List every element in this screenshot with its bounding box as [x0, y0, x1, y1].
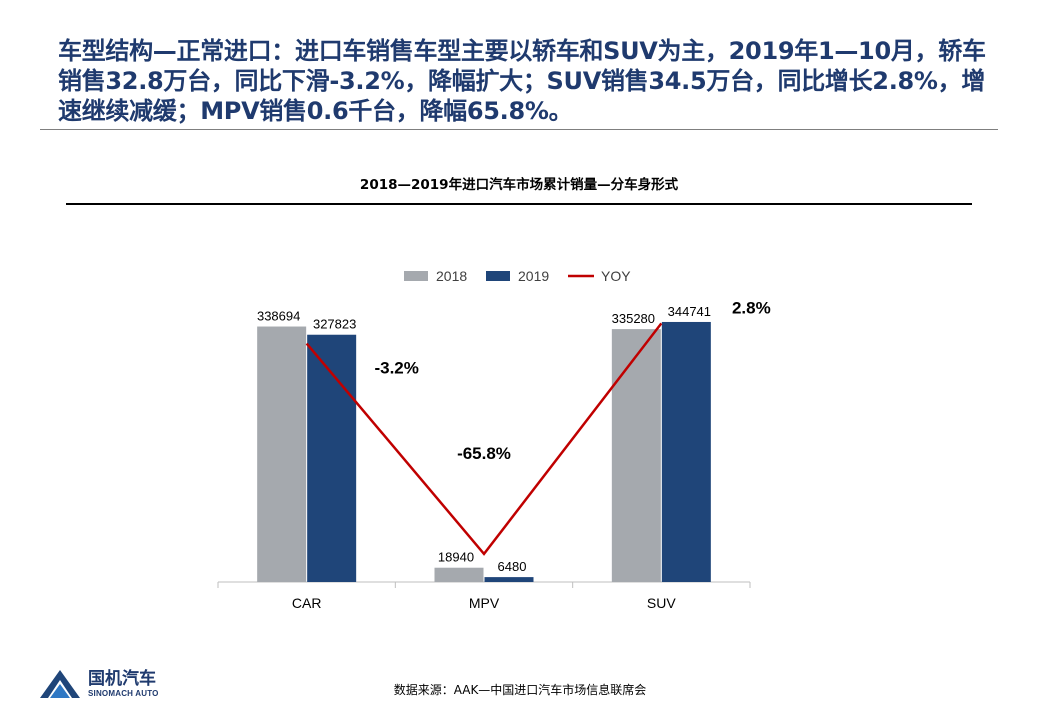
company-logo: 国机汽车 SINOMACH AUTO: [38, 664, 188, 704]
header-divider: [40, 129, 998, 130]
legend-label-2018: 2018: [436, 268, 467, 284]
logo-name-en: SINOMACH AUTO: [88, 689, 159, 698]
yoy-label-car: -3.2%: [374, 359, 418, 378]
bar-2018-car: [257, 326, 307, 582]
bar-2019-suv: [661, 321, 711, 582]
bar-2018-suv: [611, 329, 661, 582]
headline: 车型结构—正常进口：进口车销售车型主要以轿车和SUV为主，2019年1—10月，…: [58, 37, 986, 125]
data-label-2019-suv: 344741: [668, 304, 711, 319]
chart-title-divider: [66, 203, 972, 205]
legend-label-2019: 2019: [518, 268, 549, 284]
legend-swatch-2019: [486, 271, 510, 281]
data-source-note: 数据来源：AAK—中国进口汽车市场信息联席会: [393, 683, 647, 697]
category-label-mpv: MPV: [469, 595, 500, 611]
logo-name-cn: 国机汽车: [88, 669, 156, 689]
legend-label-yoy: YOY: [601, 268, 631, 284]
data-label-2018-car: 338694: [257, 309, 300, 324]
yoy-label-mpv: -65.8%: [457, 444, 511, 463]
category-label-car: CAR: [292, 595, 322, 611]
data-label-2019-mpv: 6480: [498, 559, 527, 574]
sinomach-logo-icon: [40, 670, 80, 698]
category-label-suv: SUV: [647, 595, 676, 611]
legend-swatch-2018: [404, 271, 428, 281]
bar-2019-mpv: [484, 577, 534, 582]
yoy-label-suv: 2.8%: [732, 298, 771, 317]
data-label-2018-mpv: 18940: [438, 550, 474, 565]
bar-2019-car: [307, 334, 357, 582]
data-label-2018-suv: 335280: [612, 311, 655, 326]
data-label-2019-car: 327823: [313, 317, 356, 332]
chart-title: 2018—2019年进口汽车市场累计销量—分车身形式: [359, 177, 679, 193]
yoy-line: [305, 322, 663, 556]
bar-2018-mpv: [434, 567, 484, 582]
